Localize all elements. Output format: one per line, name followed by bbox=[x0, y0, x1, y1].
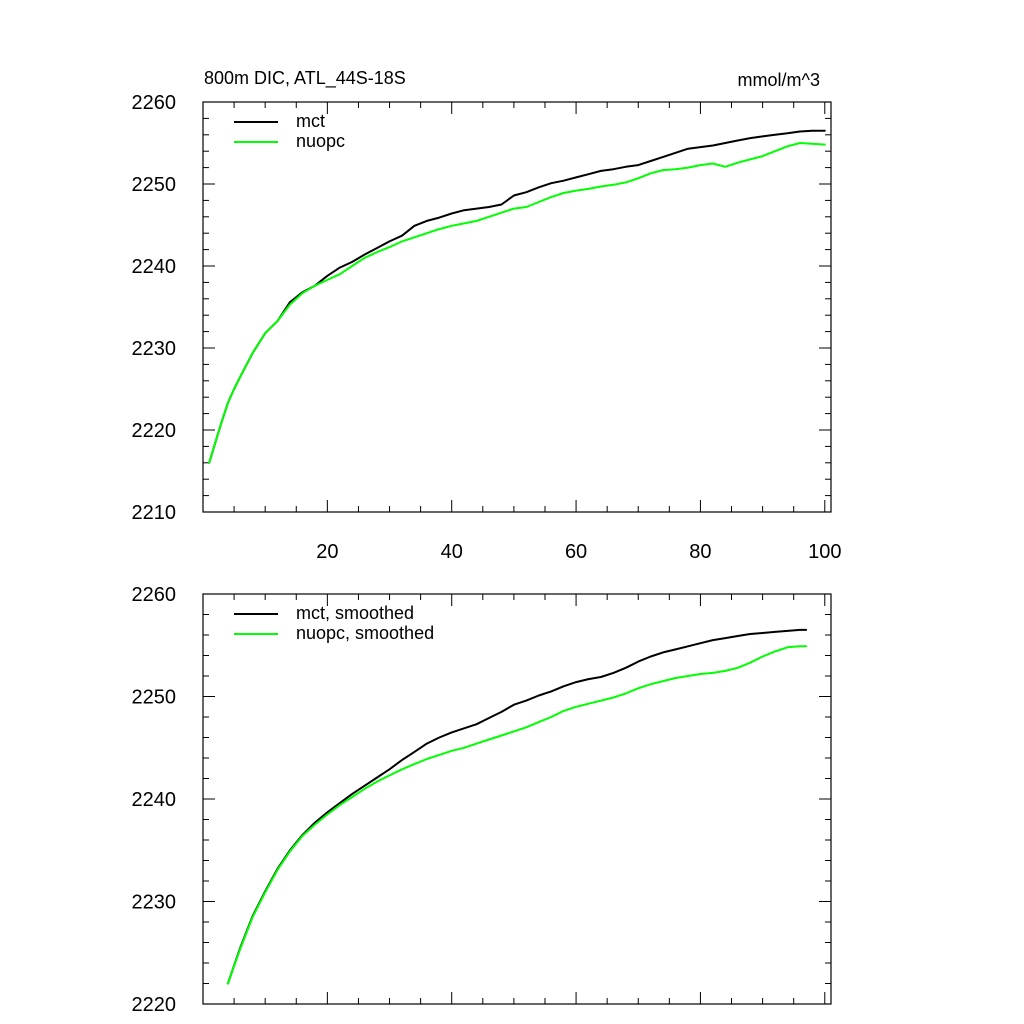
y-tick-label: 2210 bbox=[132, 502, 177, 524]
plot-frame bbox=[202, 593, 832, 1005]
series-line-nuopc-smoothed bbox=[226, 645, 808, 985]
plot-frame bbox=[202, 101, 832, 513]
x-tick-label: 80 bbox=[689, 541, 711, 563]
y-tick-label: 2220 bbox=[132, 994, 177, 1016]
tick-labels: 2220 2230 2240 2250 2260 bbox=[132, 584, 177, 1016]
chart-title: 800m DIC, ATL_44S-18S bbox=[204, 68, 406, 89]
y-tick-label: 2260 bbox=[132, 92, 177, 114]
series-line-nuopc bbox=[208, 142, 826, 464]
series-line-mct-smoothed bbox=[226, 628, 808, 985]
series-lines bbox=[226, 628, 808, 985]
series-line-mct bbox=[208, 129, 826, 464]
legend-label: nuopc bbox=[296, 131, 345, 151]
tick-labels: 20 40 60 80 100 2210 2220 2230 2240 2250 2260 bbox=[132, 92, 842, 563]
x-tick-label: 40 bbox=[441, 541, 463, 563]
y-tick-label: 2240 bbox=[132, 789, 177, 811]
dic-timeseries-panel: 800m DIC, ATL_44S-18S mmol/m^3 20 40 60 80 1… bbox=[132, 68, 842, 563]
legend-label: mct bbox=[296, 111, 325, 131]
x-tick-label: 100 bbox=[808, 541, 841, 563]
legend-label: mct, smoothed bbox=[296, 603, 414, 623]
y-tick-label: 2260 bbox=[132, 584, 177, 606]
axis-ticks bbox=[203, 101, 831, 513]
legend-label: nuopc, smoothed bbox=[296, 623, 434, 643]
axis-ticks bbox=[203, 593, 831, 1005]
y-tick-label: 2220 bbox=[132, 420, 177, 442]
x-tick-label: 20 bbox=[316, 541, 338, 563]
y-tick-label: 2250 bbox=[132, 174, 177, 196]
dic-smoothed-panel: 2220 2230 2240 2250 2260 mct, smoothednuopc,… bbox=[132, 584, 832, 1016]
units-label: mmol/m^3 bbox=[738, 70, 820, 90]
series-lines bbox=[208, 129, 826, 464]
y-tick-label: 2240 bbox=[132, 256, 177, 278]
y-tick-label: 2230 bbox=[132, 338, 177, 360]
y-tick-label: 2230 bbox=[132, 892, 177, 914]
x-tick-label: 60 bbox=[565, 541, 587, 563]
y-tick-label: 2250 bbox=[132, 687, 177, 709]
